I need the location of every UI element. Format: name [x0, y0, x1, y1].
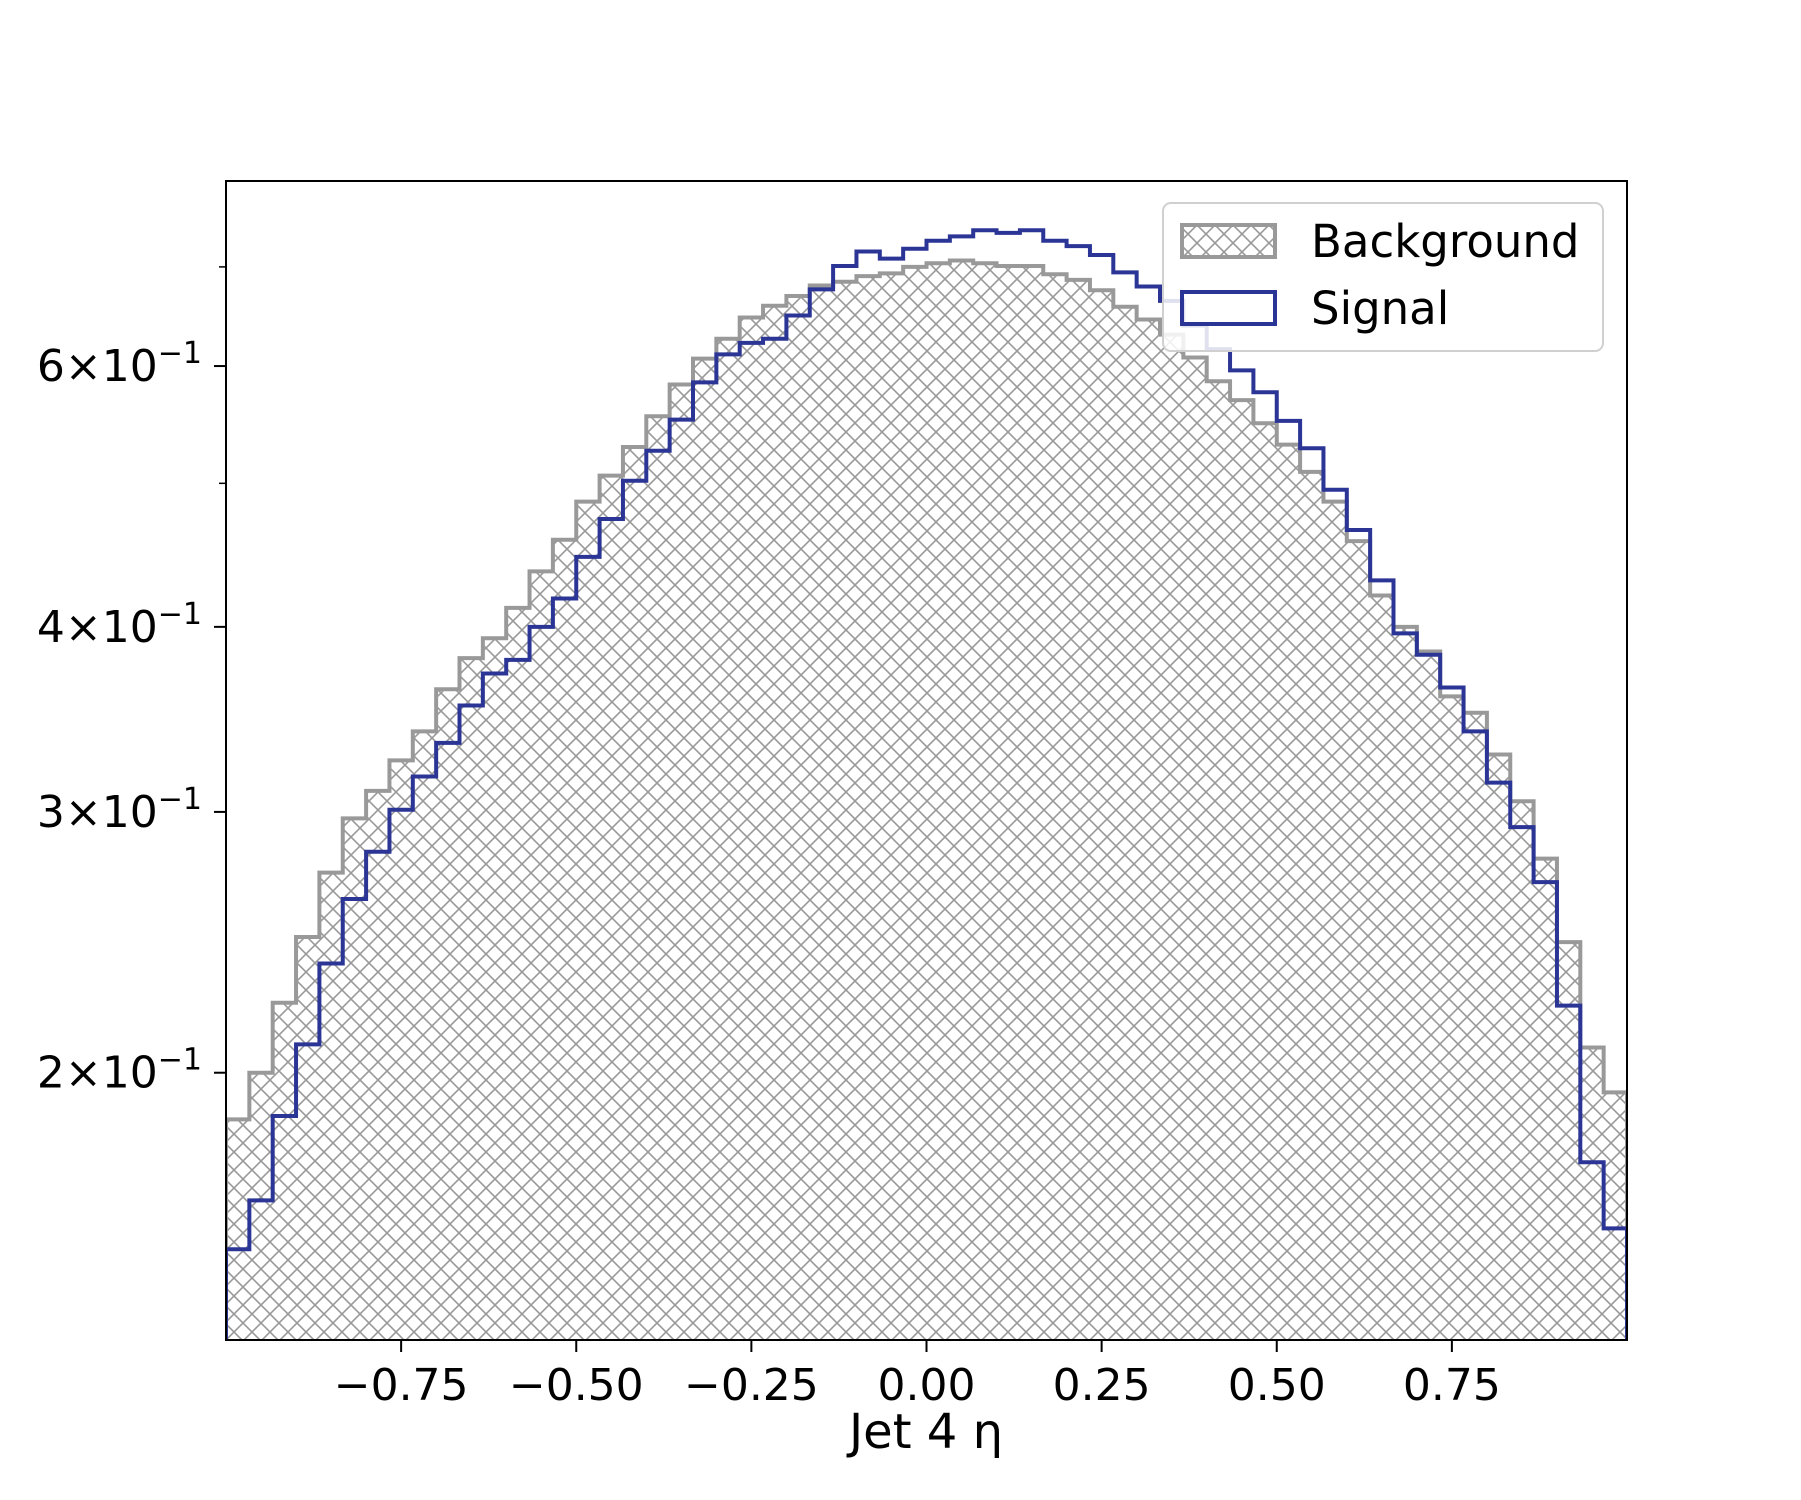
x-tick-label: 0.25	[1053, 1360, 1151, 1411]
legend: Background Signal	[1162, 202, 1604, 352]
x-axis: −0.75 −0.50 −0.25 0.00 0.25 0.50 0.75	[334, 1340, 1501, 1411]
y-tick-label: 2×10−1	[37, 1043, 202, 1099]
y-tick-label: 6×10−1	[37, 336, 202, 392]
legend-signal-swatch	[1180, 290, 1277, 326]
x-tick-label: −0.50	[509, 1360, 644, 1411]
y-axis: 2×10−1 3×10−1 4×10−1 6×10−1	[37, 266, 226, 1099]
x-tick-label: −0.25	[684, 1360, 819, 1411]
y-tick-label: 4×10−1	[37, 597, 202, 653]
legend-signal-label: Signal	[1311, 282, 1449, 335]
x-axis-label: Jet 4 η	[846, 1404, 1003, 1460]
legend-background-swatch	[1180, 223, 1277, 259]
y-tick-label: 3×10−1	[37, 782, 202, 838]
signal-series-line	[226, 228, 1627, 1340]
histogram-area	[226, 228, 1627, 1340]
x-tick-label: 0.75	[1403, 1360, 1501, 1411]
x-tick-label: 0.50	[1228, 1360, 1326, 1411]
legend-background-label: Background	[1311, 215, 1579, 268]
x-tick-label: −0.75	[334, 1360, 469, 1411]
x-tick-label: 0.00	[878, 1360, 976, 1411]
